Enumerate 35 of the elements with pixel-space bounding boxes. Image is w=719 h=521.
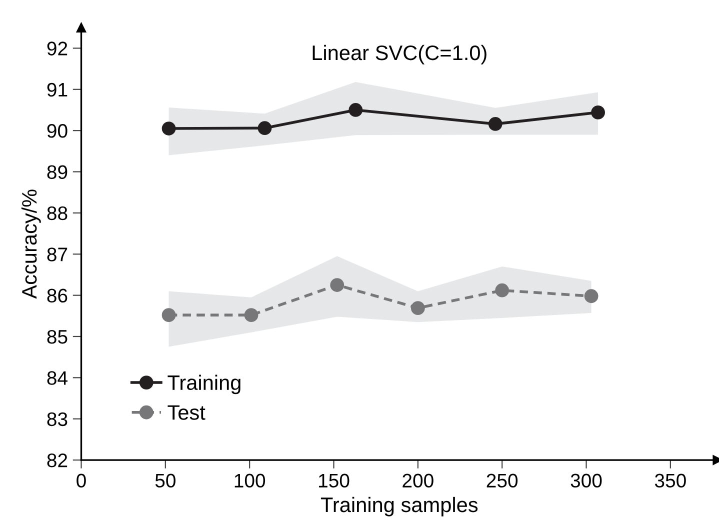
x-tick-label: 350	[654, 474, 686, 488]
x-tick-label: 250	[486, 474, 518, 488]
point	[495, 283, 510, 298]
y-tick-label: 85	[47, 330, 68, 344]
x-tick-label: 50	[155, 474, 176, 488]
x-tick-label: 300	[570, 474, 602, 488]
point	[162, 308, 176, 322]
legend-label: Test	[168, 405, 206, 420]
y-tick-label: 91	[47, 82, 68, 97]
legend-label: Training	[168, 374, 240, 394]
point	[330, 278, 344, 292]
y-tick-label: 89	[47, 165, 68, 179]
point	[488, 117, 502, 131]
y-axis-title: Accuracy/%	[21, 190, 41, 299]
x-tick-label: 100	[234, 474, 266, 488]
point	[584, 289, 598, 304]
y-tick-label: 84	[47, 371, 68, 385]
y-tick-label: 90	[47, 124, 68, 138]
y-tick-label: 83	[47, 412, 68, 426]
point	[244, 308, 258, 322]
y-tick-label: 87	[47, 248, 68, 262]
text: Linear SVC(C=1.0)	[312, 44, 486, 64]
x-tick-label: 200	[402, 474, 434, 488]
x-tick-label: 150	[319, 474, 350, 488]
y-tick-label: 88	[47, 206, 68, 220]
y-tick-label: 82	[47, 454, 68, 468]
y-tick-label: 92	[47, 42, 68, 56]
x-tick-label: 0	[76, 474, 86, 488]
point	[348, 103, 363, 117]
point	[258, 121, 272, 136]
y-tick-label: 86	[47, 288, 68, 303]
x-axis-title: Training samples	[320, 496, 478, 516]
point	[162, 122, 176, 136]
point	[410, 301, 425, 316]
point	[591, 106, 605, 120]
